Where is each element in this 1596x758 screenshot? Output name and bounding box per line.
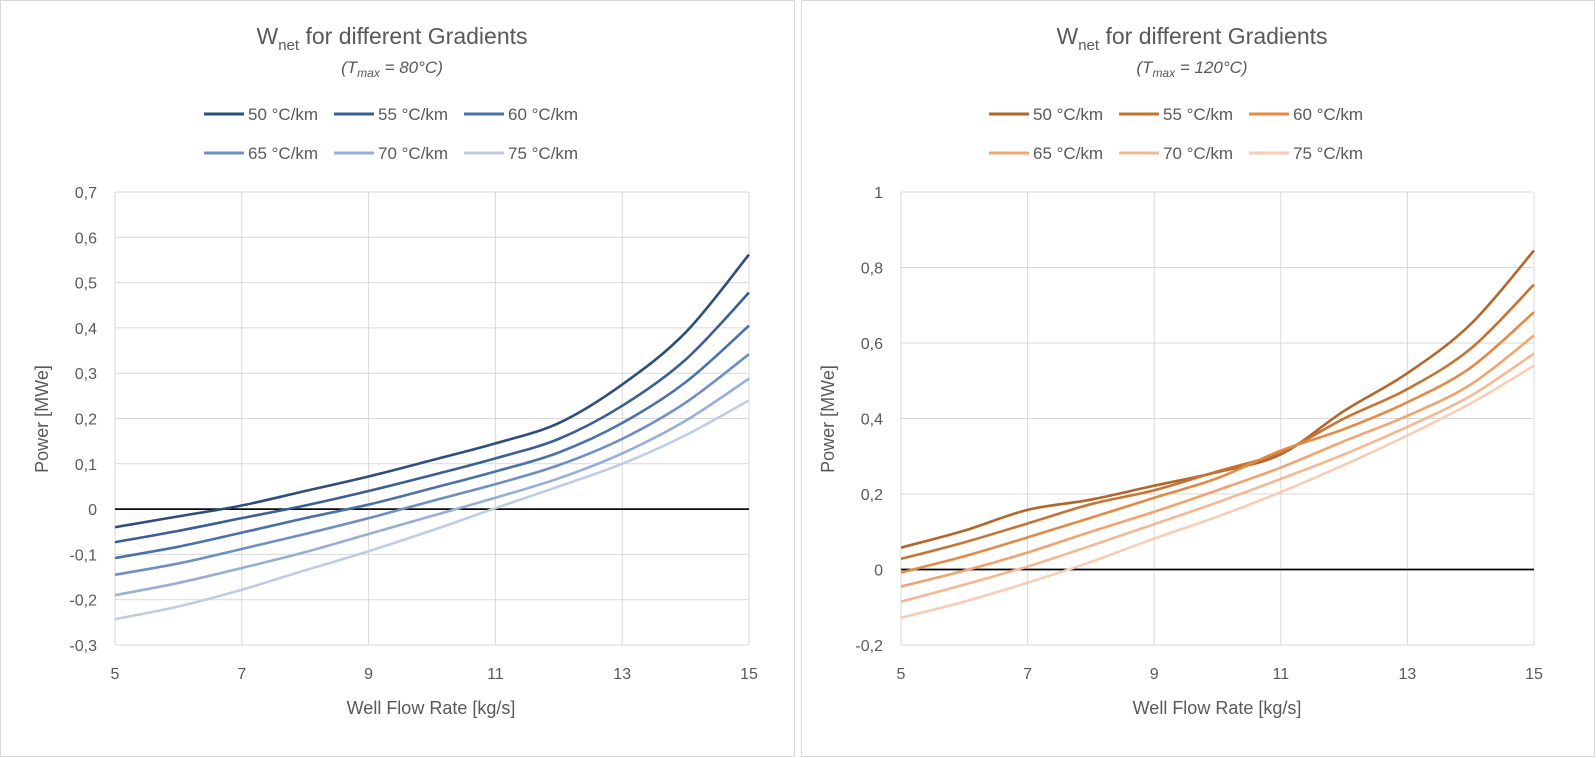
y-tick-label: -0,2: [855, 638, 883, 655]
y-tick-label: 0,4: [75, 321, 97, 338]
legend-label: 50 °C/km: [248, 105, 318, 124]
x-axis-title: Well Flow Rate [kg/s]: [347, 698, 516, 718]
series-line: [114, 353, 750, 577]
series-line: [900, 364, 1535, 620]
x-tick-label: 13: [1399, 666, 1417, 683]
legend-label: 60 °C/km: [508, 105, 578, 124]
y-tick-label: 0,3: [75, 366, 97, 383]
chart-title: Wnet for different Gradients: [1057, 23, 1328, 54]
series-line: [900, 311, 1535, 574]
legend: 50 °C/km 55 °C/km 60 °C/km 65 °C/km 70 °C/km…: [989, 105, 1363, 163]
x-tick-label: 9: [364, 666, 373, 683]
legend-label: 75 °C/km: [508, 144, 578, 163]
y-tick-label: 0,8: [861, 261, 883, 278]
series-line: [900, 283, 1535, 561]
x-tick-label: 11: [487, 666, 504, 683]
chart-panel-right: Wnet for different Gradients (Tmax = 120…: [801, 0, 1595, 757]
x-axis-title: Well Flow Rate [kg/s]: [1133, 698, 1302, 718]
chart-svg-right: Wnet for different Gradients (Tmax = 120…: [818, 23, 1543, 718]
x-tick-label: 5: [111, 666, 120, 683]
x-tick-label: 13: [613, 666, 631, 683]
legend-label: 70 °C/km: [1163, 144, 1233, 163]
y-tick-label: 0,2: [75, 412, 97, 429]
y-tick-label: 0,1: [75, 457, 97, 474]
y-tick-label: -0,1: [69, 547, 97, 564]
legend-label: 55 °C/km: [378, 105, 448, 124]
y-tick-label: -0,2: [69, 593, 97, 610]
gridlines: [900, 191, 1535, 646]
legend-label: 50 °C/km: [1033, 105, 1103, 124]
x-tick-label: 15: [1525, 666, 1543, 683]
chart-svg-left: Wnet for different Gradients (Tmax = 80°…: [32, 23, 758, 718]
legend-label: 60 °C/km: [1293, 105, 1363, 124]
series-line: [114, 253, 751, 529]
chart-subtitle: (Tmax = 120°C): [1136, 58, 1247, 80]
legend-label: 65 °C/km: [248, 144, 318, 163]
series-line: [114, 324, 750, 560]
y-tick-label: 0,7: [75, 185, 97, 202]
chart-title: Wnet for different Gradients: [257, 23, 528, 54]
series-line: [900, 334, 1535, 588]
y-axis-title: Power [MWe]: [818, 365, 838, 473]
x-tick-label: 7: [237, 666, 246, 683]
series-line: [114, 399, 750, 621]
legend-label: 55 °C/km: [1163, 105, 1233, 124]
y-axis-title: Power [MWe]: [32, 365, 52, 473]
x-tick-label: 7: [1023, 666, 1032, 683]
y-tick-label: 1: [874, 185, 883, 202]
gridlines: [114, 191, 750, 646]
y-tick-label: 0,2: [861, 487, 883, 504]
series-lines: [114, 253, 751, 621]
legend-label: 65 °C/km: [1033, 144, 1103, 163]
chart-panel-left: Wnet for different Gradients (Tmax = 80°…: [0, 0, 795, 757]
y-tick-label: 0,6: [75, 230, 97, 247]
y-tick-label: 0,5: [75, 276, 97, 293]
y-tick-label: 0: [88, 502, 97, 519]
x-tick-label: 11: [1272, 666, 1289, 683]
series-line: [900, 352, 1535, 603]
legend: 50 °C/km 55 °C/km 60 °C/km 65 °C/km 70 °C/km…: [204, 105, 578, 163]
x-tick-label: 5: [897, 666, 906, 683]
series-line: [114, 377, 750, 597]
axis-ticks: -0,3 -0,2 -0,1 0 0,1 0,2 0,3 0,4 0,5 0,6 0,7 5 7 9 11 1…: [69, 185, 758, 683]
y-tick-label: 0: [874, 563, 883, 580]
chart-subtitle: (Tmax = 80°C): [341, 58, 443, 80]
series-lines: [900, 249, 1535, 620]
legend-label: 75 °C/km: [1293, 144, 1363, 163]
y-tick-label: 0,6: [861, 336, 883, 353]
axis-ticks: -0,200,20,40,60,815 7 9 11 13 15: [855, 185, 1543, 683]
series-line: [114, 291, 750, 544]
legend-label: 70 °C/km: [378, 144, 448, 163]
y-tick-label: -0,3: [69, 638, 97, 655]
x-tick-label: 15: [740, 666, 758, 683]
x-tick-label: 9: [1150, 666, 1159, 683]
y-tick-label: 0,4: [861, 412, 883, 429]
